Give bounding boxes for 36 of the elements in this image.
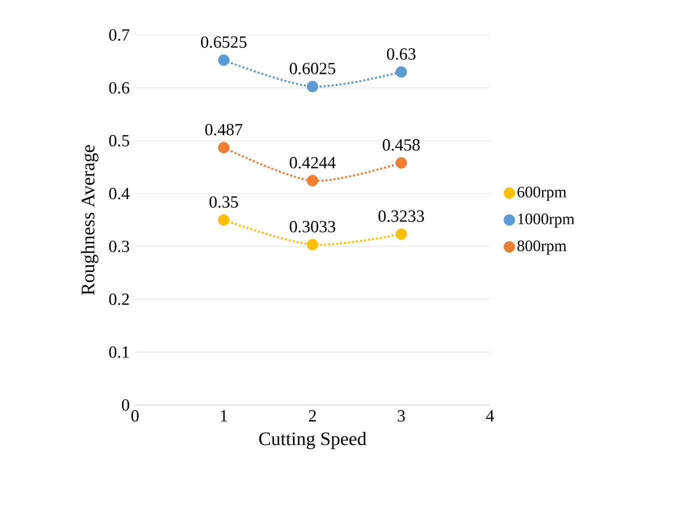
y-tick-label: 0.4 [109, 188, 130, 200]
point [306, 174, 318, 186]
data-label: 0.63 [387, 48, 416, 60]
y-tick-label: 0.7 [109, 29, 130, 41]
legend-label: 800rpm [517, 240, 566, 254]
point [306, 238, 318, 250]
data-label: 0.458 [382, 139, 420, 151]
data-label: 0.487 [205, 124, 242, 136]
data-label: 0.6025 [290, 62, 336, 74]
y-tick-label: 0.6 [109, 82, 130, 94]
data-label: 0.3033 [290, 220, 336, 232]
point [218, 54, 230, 66]
legend-label: 1000rpm [518, 214, 574, 228]
x-tick-label: 2 [309, 410, 316, 422]
data-label: 0.35 [210, 196, 238, 208]
y-axis-title: Roughness Average [81, 145, 98, 295]
point [396, 228, 407, 240]
data-label: 0.4244 [290, 156, 336, 168]
y-tick-label: 0.5 [109, 134, 130, 146]
point [396, 157, 407, 169]
point [396, 66, 407, 78]
y-tick-label: 0.2 [109, 294, 129, 306]
x-tick-label: 0 [131, 410, 139, 422]
x-tick-label: 4 [486, 410, 494, 422]
y-tick-label: 0.3 [109, 240, 130, 252]
legend-label: 600rpm [518, 186, 566, 201]
x-tick-label: 1 [220, 410, 227, 422]
point [218, 142, 230, 154]
data-label: 0.3233 [378, 210, 424, 222]
y-tick-label: 0.1 [109, 346, 129, 358]
x-axis-title: Cutting Speed [259, 432, 366, 450]
y-tick-label: 0 [122, 399, 130, 411]
data-label: 0.6525 [201, 36, 246, 48]
point [306, 80, 318, 92]
point [218, 214, 230, 226]
x-tick-label: 3 [398, 410, 405, 422]
